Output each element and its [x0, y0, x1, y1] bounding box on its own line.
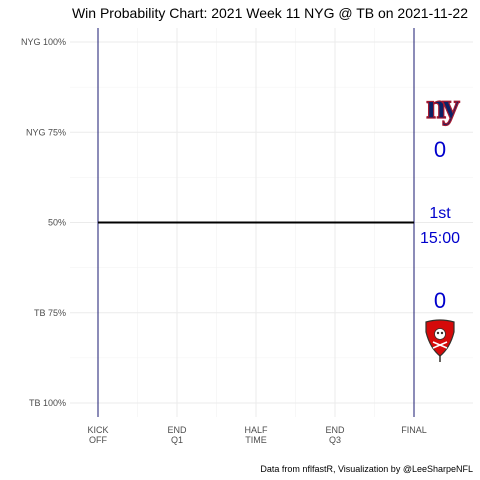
chart-caption: Data from nflfastR, Visualization by @Le… [260, 464, 473, 474]
x-axis-ticks: KICK OFF END Q1 HALF TIME END Q3 FINAL [87, 425, 426, 445]
x-tick-label: HALF TIME [244, 425, 268, 445]
nyg-logo: ny [425, 85, 464, 126]
y-tick-label: NYG 75% [26, 127, 66, 137]
y-tick-label: 50% [48, 218, 66, 228]
x-tick-label: END Q3 [325, 425, 345, 445]
game-clock: 15:00 [420, 230, 460, 247]
y-axis-ticks: NYG 100% NYG 75% 50% TB 75% TB 100% [21, 37, 66, 408]
x-tick-label: FINAL [401, 425, 427, 435]
chart-title: Win Probability Chart: 2021 Week 11 NYG … [72, 5, 468, 21]
tb-score: 0 [434, 288, 446, 313]
x-tick-label: END Q1 [167, 425, 187, 445]
svg-text:ny: ny [426, 86, 460, 126]
tb-logo [425, 319, 455, 362]
nyg-score: 0 [434, 137, 446, 162]
x-tick-label: KICK OFF [87, 425, 108, 445]
y-tick-label: NYG 100% [21, 37, 66, 47]
game-quarter: 1st [429, 205, 451, 222]
y-tick-label: TB 75% [34, 308, 66, 318]
y-tick-label: TB 100% [29, 398, 66, 408]
